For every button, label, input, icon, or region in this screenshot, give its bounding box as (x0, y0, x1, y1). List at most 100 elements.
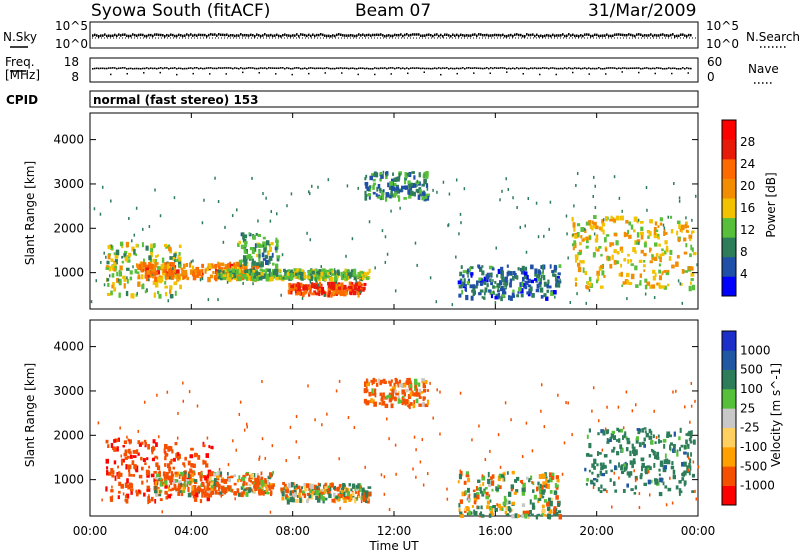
noise-sample (566, 34, 568, 37)
noise-sample (412, 33, 414, 36)
echo-cell (202, 441, 205, 447)
echo-cell (588, 469, 591, 473)
echo-cell (686, 443, 690, 449)
echo-cell (153, 470, 157, 474)
echo-cell (134, 269, 138, 274)
echo-cell (223, 269, 228, 273)
echo-cell (390, 185, 394, 191)
echo-cell (221, 488, 225, 494)
echo-cell (689, 465, 692, 471)
echo-cell (630, 488, 634, 492)
echo-cell (176, 471, 180, 476)
echo-cell (244, 276, 247, 280)
echo-cell (205, 453, 210, 458)
echo-cell (530, 475, 533, 480)
echo-cell (464, 508, 467, 512)
freq-sample (282, 67, 284, 69)
velocity-colorbar-label: Velocity [m s^-1] (769, 363, 783, 467)
echo-cell (424, 379, 428, 385)
echo-cell (494, 295, 498, 300)
echo-cell (634, 479, 637, 483)
echo-cell (371, 388, 374, 394)
echo-cell (295, 483, 298, 488)
noise-sample (690, 33, 692, 37)
echo-cell (169, 460, 173, 465)
echo-cell (414, 384, 417, 389)
echo-cell (517, 514, 520, 519)
echo-cell (459, 511, 463, 515)
noise-sample (652, 34, 654, 38)
echo-cell (345, 275, 348, 281)
echo-cell (357, 286, 361, 291)
freq-sample (298, 67, 300, 69)
echo-cell (190, 260, 193, 264)
echo-cell (90, 300, 93, 304)
echo-cell (488, 265, 493, 270)
echo-cell (144, 462, 147, 466)
echo-cell (207, 298, 210, 302)
echo-cell (527, 278, 531, 283)
echo-cell (505, 499, 509, 505)
echo-cell (180, 273, 183, 277)
freq-sample (320, 67, 322, 70)
echo-cell (537, 513, 541, 517)
echo-cell (574, 257, 578, 263)
echo-cell (356, 496, 359, 500)
echo-cell (640, 226, 644, 231)
echo-cell (380, 397, 384, 402)
echo-cell (261, 485, 264, 489)
echo-cell (645, 432, 649, 438)
noise-sample (230, 33, 232, 37)
noise-sample (554, 34, 556, 38)
freq-sample (112, 67, 114, 69)
echo-cell (593, 252, 596, 256)
freq-sample (688, 67, 690, 70)
noise-sample (452, 33, 454, 37)
echo-cell (109, 244, 113, 248)
noise-sample (206, 34, 208, 38)
echo-cell (530, 264, 534, 270)
noise-sample (324, 34, 326, 37)
echo-cell (174, 290, 177, 296)
echo-cell (198, 487, 202, 492)
echo-cell (659, 222, 663, 226)
echo-cell (586, 434, 589, 439)
echo-cell (521, 265, 525, 271)
echo-cell (187, 460, 191, 466)
noise-sample (586, 33, 588, 36)
echo-cell (240, 264, 244, 270)
echo-cell (640, 457, 643, 462)
freq-sample (388, 67, 390, 69)
echo-cell (476, 280, 479, 286)
echo-cell (390, 379, 393, 383)
echo-cell (368, 391, 372, 397)
echo-cell (154, 262, 158, 268)
noise-sample (488, 34, 490, 37)
echo-cell (418, 187, 422, 191)
echo-cell (492, 279, 494, 283)
echo-cell (317, 185, 319, 189)
echo-cell (129, 454, 133, 459)
echo-cell (491, 512, 494, 517)
echo-cell (243, 428, 246, 432)
noise-sample (496, 33, 498, 37)
echo-cell (543, 489, 546, 493)
freq-sample (342, 67, 344, 70)
echo-cell (513, 479, 516, 483)
echo-cell (620, 447, 624, 453)
echo-cell (132, 293, 135, 299)
noise-left-tick-top: 10^5 (55, 19, 88, 33)
echo-cell (391, 194, 394, 198)
echo-cell (156, 456, 159, 460)
echo-cell (555, 495, 559, 500)
echo-cell (414, 393, 418, 397)
echo-cell (669, 476, 671, 480)
noise-sample (308, 33, 310, 37)
echo-cell (541, 495, 545, 499)
echo-cell (148, 498, 151, 503)
echo-cell (208, 471, 212, 477)
echo-cell (553, 506, 557, 510)
echo-cell (129, 488, 134, 492)
echo-cell (480, 505, 483, 510)
echo-cell (245, 422, 248, 426)
